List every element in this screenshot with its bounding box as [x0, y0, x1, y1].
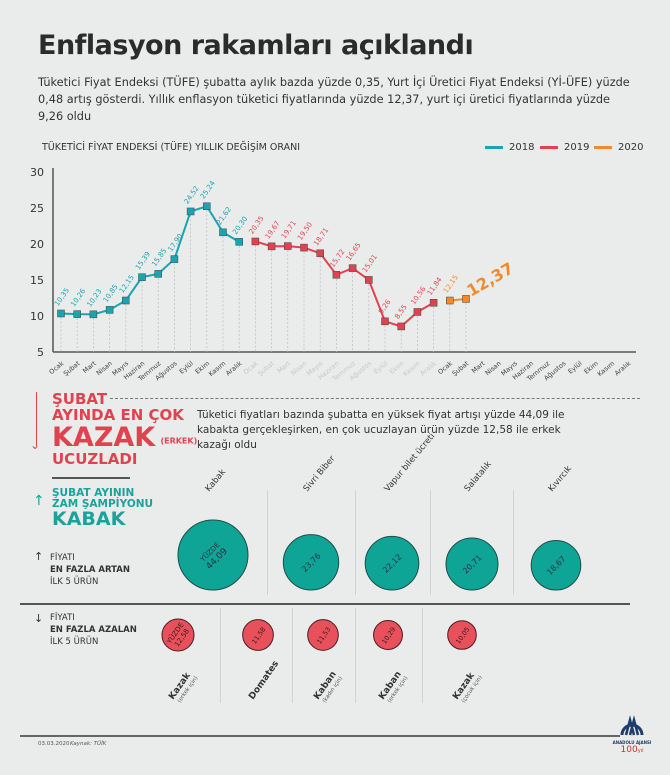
- decrease-bubble: [373, 620, 403, 650]
- data-point: [203, 202, 211, 211]
- data-point: [413, 308, 422, 316]
- decrease-label: FİYATI EN FAZLA AZALAN İLK 5 ÜRÜN: [50, 613, 137, 647]
- decrease-item-name: Domates: [247, 659, 281, 701]
- data-point: [105, 306, 114, 314]
- increase-item-name: Kıvırcık: [547, 464, 574, 494]
- column-separator: [422, 608, 423, 703]
- up-headline: ŞUBAT AYININ ZAM ŞAMPİYONU KABAK: [52, 487, 154, 531]
- data-point: [348, 264, 357, 272]
- footer-date: 03.03.2020: [38, 741, 70, 747]
- data-point: [138, 273, 146, 281]
- column-separator: [513, 490, 514, 595]
- page-title: Enflasyon rakamları açıklandı: [38, 30, 474, 61]
- increase-bubble: [364, 535, 420, 591]
- legend-2020: 2020: [594, 142, 643, 153]
- legend-2018: 2018: [485, 142, 534, 153]
- data-point: [170, 255, 179, 263]
- data-point: [219, 228, 227, 237]
- decrease-bubble: [447, 620, 477, 650]
- down-arrow-icon: [36, 392, 37, 446]
- column-separator: [355, 608, 356, 703]
- data-point: [186, 207, 195, 216]
- decrease-bubble: [307, 619, 339, 651]
- lead-paragraph: Tüketici Fiyat Endeksi (TÜFE) şubatta ay…: [38, 76, 630, 123]
- data-point: [429, 299, 438, 307]
- footer-source: Kaynak: TÜİK: [70, 741, 107, 747]
- data-point: [73, 310, 81, 318]
- data-point: [251, 237, 260, 246]
- increase-bubble: [282, 534, 340, 591]
- increase-bubble: [445, 537, 499, 591]
- y-tick-label: 5: [37, 346, 44, 359]
- data-point: [57, 309, 65, 318]
- increase-bubble: [530, 539, 582, 591]
- data-point: [462, 295, 470, 303]
- data-point: [300, 243, 308, 252]
- down-small-arrow-icon: ↓: [34, 612, 44, 625]
- column-separator: [355, 490, 356, 595]
- dashed-divider: [110, 398, 640, 399]
- y-tick-label: 25: [30, 202, 44, 215]
- y-tick-label: 20: [30, 238, 44, 251]
- data-point: [381, 317, 389, 326]
- up-arrow-icon: ↑: [33, 493, 45, 509]
- increase-item-name: Vapur bilet ücreti: [383, 432, 438, 494]
- down-arrow-head: ⌄: [30, 438, 41, 452]
- y-tick-label: 30: [30, 166, 44, 179]
- divider: [52, 477, 130, 479]
- increase-item-name: Salatalık: [463, 460, 494, 494]
- increase-bubble: [177, 519, 249, 591]
- column-separator: [430, 490, 431, 595]
- data-point: [365, 276, 373, 284]
- y-tick-label: 10: [30, 310, 44, 323]
- decrease-bubble: [242, 619, 274, 651]
- data-point: [446, 296, 454, 305]
- down-headline: ŞUBAT AYINDA EN ÇOK KAZAK (ERKEK) UCUZLAD…: [52, 390, 198, 468]
- summary-text: Tüketici fiyatları bazında şubatta en yü…: [197, 409, 565, 451]
- aa-logo: ANADOLU AJANSI 100yıl: [612, 712, 652, 755]
- data-point: [267, 242, 276, 251]
- chart-title: TÜKETİCİ FİYAT ENDEKSİ (TÜFE) YILLIK DEĞ…: [42, 142, 300, 153]
- data-point: [235, 238, 243, 246]
- data-point: [284, 242, 292, 250]
- data-point: [332, 271, 341, 279]
- increase-item-name: Sivri Biber: [302, 454, 338, 494]
- y-tick-label: 15: [30, 274, 44, 287]
- data-point: [89, 310, 98, 319]
- up-small-arrow-icon: ↑: [34, 550, 44, 563]
- aa-logo-icon: [620, 715, 644, 736]
- increase-label: FİYATI EN FAZLA ARTAN İLK 5 ÜRÜN: [50, 553, 130, 587]
- footer-divider: [20, 735, 620, 737]
- data-point: [316, 249, 324, 258]
- section-divider: [20, 603, 630, 605]
- increase-item-name: Kabak: [204, 467, 229, 494]
- data-point: [397, 322, 405, 331]
- data-point: [122, 296, 130, 305]
- column-separator: [292, 608, 293, 703]
- decrease-bubble: [161, 618, 195, 652]
- column-separator: [220, 608, 221, 703]
- column-separator: [267, 490, 268, 595]
- data-point: [154, 270, 162, 278]
- legend-2019: 2019: [540, 142, 589, 153]
